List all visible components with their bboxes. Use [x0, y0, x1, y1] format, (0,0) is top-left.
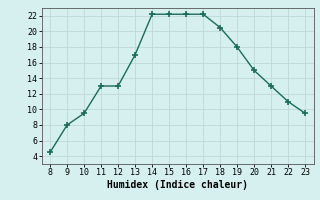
X-axis label: Humidex (Indice chaleur): Humidex (Indice chaleur) — [107, 180, 248, 190]
